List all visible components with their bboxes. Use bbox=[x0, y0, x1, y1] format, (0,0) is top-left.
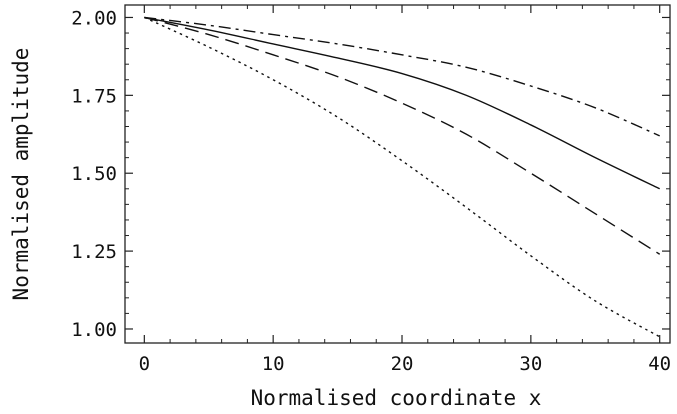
y-tick-label: 1.50 bbox=[71, 163, 117, 185]
y-tick-label: 1.75 bbox=[71, 85, 117, 107]
x-tick-label: 0 bbox=[139, 353, 150, 375]
y-tick-label: 1.00 bbox=[71, 319, 117, 341]
series-lines bbox=[144, 16, 661, 338]
y-tick-label: 2.00 bbox=[71, 7, 117, 29]
series-line-dash-dot bbox=[144, 16, 660, 137]
x-axis-label: Normalised coordinate x bbox=[251, 386, 542, 410]
plot-frame bbox=[124, 4, 671, 344]
series-line-dashed bbox=[144, 16, 661, 255]
x-tick-label: 20 bbox=[391, 353, 414, 375]
y-tick-labels: 1.00 1.25 1.50 1.75 2.00 bbox=[71, 7, 117, 341]
x-tick-label: 10 bbox=[262, 353, 285, 375]
tick-marks bbox=[125, 5, 670, 343]
x-tick-label: 30 bbox=[519, 353, 542, 375]
series-line-solid bbox=[144, 16, 660, 190]
x-tick-labels: 0 10 20 30 40 bbox=[139, 353, 672, 375]
y-tick-label: 1.25 bbox=[71, 241, 117, 263]
series-line-dotted bbox=[144, 16, 661, 338]
x-tick-label: 40 bbox=[648, 353, 671, 375]
y-axis-label: Normalised amplitude bbox=[9, 48, 33, 301]
